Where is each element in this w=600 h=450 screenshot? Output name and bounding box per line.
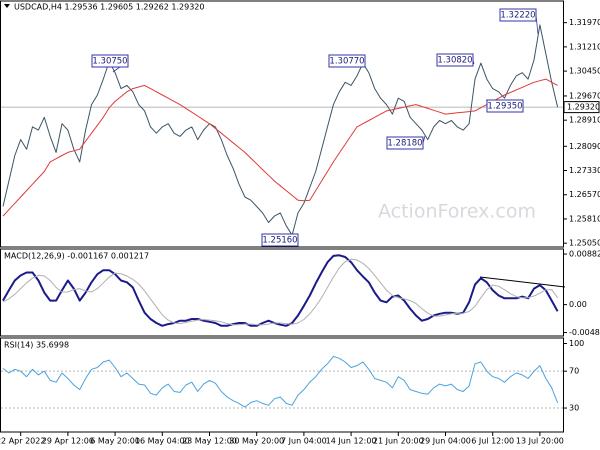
annotation-box — [91, 54, 129, 68]
series-line — [2, 24, 559, 236]
annotation-label: 1.28180 — [387, 139, 422, 149]
x-tick-label: 22 Apr 2022 — [0, 437, 45, 446]
x-tick-label: 13 Jul 20:00 — [516, 437, 564, 446]
x-tick-label: 30 May 20:00 — [229, 437, 284, 446]
panel-frame — [0, 0, 564, 248]
current-price-box — [563, 101, 600, 114]
y-tick-label: 1.30450 — [569, 67, 600, 76]
annotation-box — [261, 233, 299, 247]
y-tick-label: 1.28910 — [569, 116, 600, 125]
y-tick-label: -0.004872 — [569, 328, 600, 337]
current-price-label: 1.29320 — [567, 103, 600, 112]
x-tick-label: 23 May 12:00 — [182, 437, 237, 446]
y-tick-label: 1.31970 — [569, 18, 600, 27]
y-tick-label: 1.29670 — [569, 91, 600, 100]
y-tick-label: 1.31210 — [569, 42, 600, 51]
annotation-box — [499, 8, 537, 22]
series-line — [2, 254, 559, 327]
series-line — [2, 258, 559, 326]
annotation-box — [486, 99, 524, 113]
x-tick-label: 29 Apr 12:00 — [42, 437, 94, 446]
y-tick-label: 1.27330 — [569, 166, 600, 175]
x-tick-label: 21 Jun 20:00 — [373, 437, 424, 446]
panel-frame — [0, 248, 564, 337]
y-tick-label: 0.00 — [569, 300, 587, 309]
watermark: ActionForex.com — [378, 201, 536, 223]
y-tick-label: 30 — [569, 404, 579, 413]
annotation-label: 1.30820 — [437, 56, 472, 66]
annotation-label: 1.32220 — [500, 11, 535, 21]
x-tick-label: 6 May 20:00 — [90, 437, 140, 446]
y-tick-label: 1.28090 — [569, 142, 600, 151]
annotation-box — [328, 54, 366, 68]
annotation-box — [436, 53, 474, 67]
y-tick-label: 70 — [569, 367, 579, 376]
annotation-label: 1.29350 — [487, 102, 522, 112]
panel-frame — [0, 337, 564, 433]
x-tick-label: 16 May 04:00 — [135, 437, 190, 446]
annotation-label: 1.30750 — [92, 57, 127, 67]
x-tick-label: 14 Jun 12:00 — [326, 437, 377, 446]
title-icon — [4, 4, 10, 8]
x-tick-label: 7 Jun 04:00 — [281, 437, 327, 446]
series-line — [2, 78, 558, 217]
y-tick-label: 100 — [569, 339, 584, 348]
rsi-title: RSI(14) 35.6998 — [4, 341, 69, 350]
macd-title: MACD(12,26,9) -0.001167 0.001217 — [4, 252, 149, 261]
x-tick-label: 6 Jul 12:00 — [471, 437, 514, 446]
y-tick-label: 1.25050 — [569, 239, 600, 248]
annotation-box — [386, 136, 424, 150]
y-tick-label: 1.26570 — [569, 190, 600, 199]
macd-trendline — [479, 276, 566, 288]
y-tick-label: 1.25810 — [569, 214, 600, 223]
annotation-label: 1.30770 — [329, 57, 364, 67]
y-tick-label: 0.00882 — [569, 250, 600, 259]
annotation-label: 1.25160 — [262, 236, 297, 246]
series-line — [2, 355, 559, 408]
x-tick-label: 29 Jun 04:00 — [420, 437, 471, 446]
chart-title: USDCAD,H4 1.29536 1.29605 1.29262 1.2932… — [14, 3, 204, 12]
